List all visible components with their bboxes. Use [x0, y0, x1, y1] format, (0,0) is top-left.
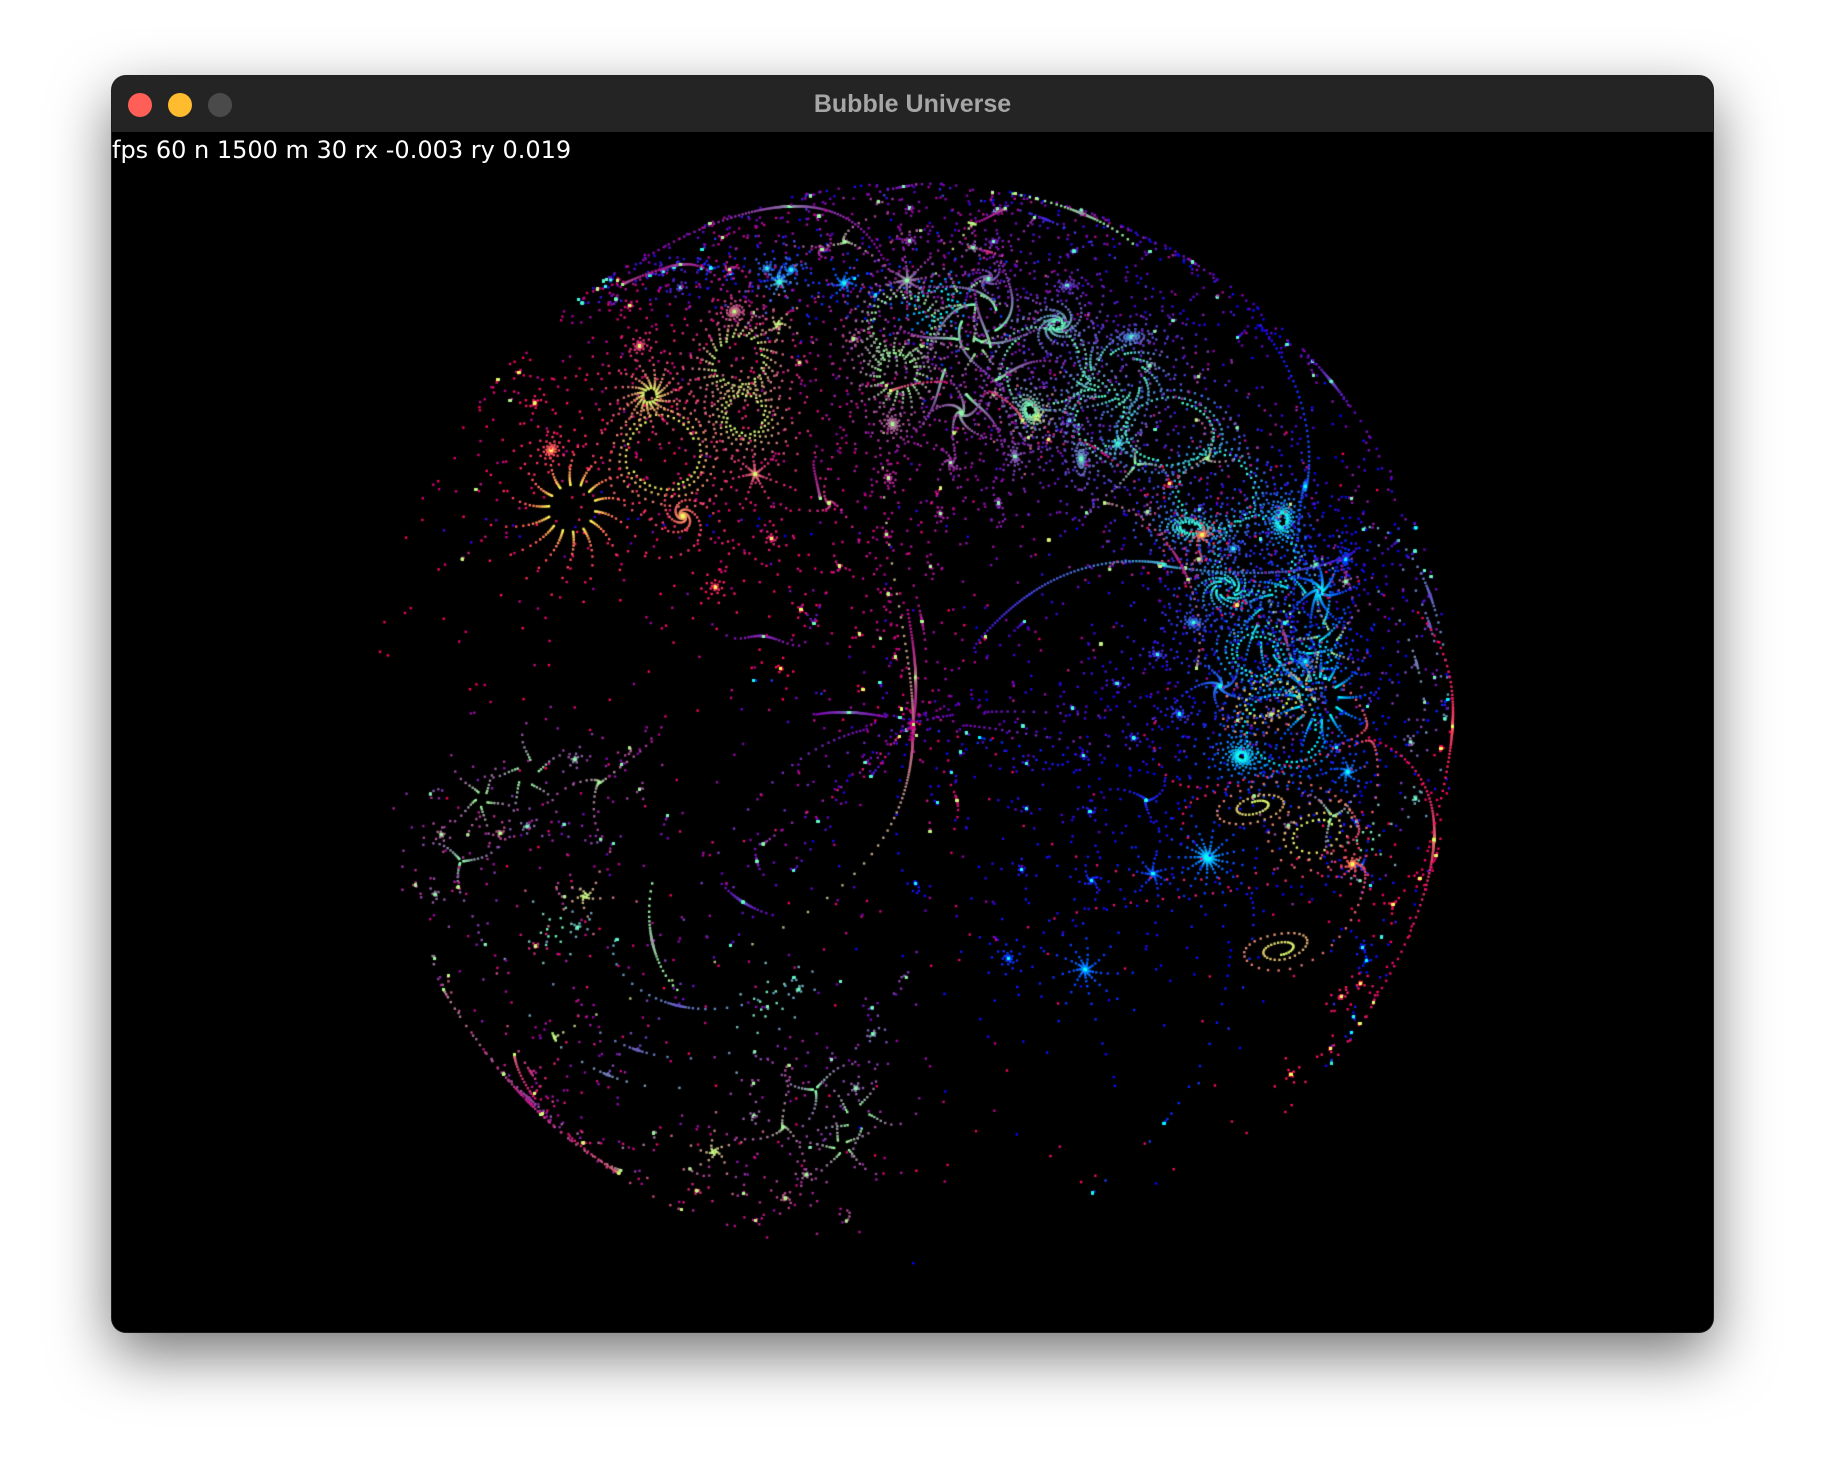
app-window: Bubble Universe fps 60 n 1500 m 30 rx -0… — [112, 76, 1713, 1332]
close-button[interactable] — [128, 93, 152, 117]
bubble-universe-canvas[interactable] — [112, 132, 1713, 1332]
window-title: Bubble Universe — [813, 90, 1012, 118]
minimize-button[interactable] — [168, 93, 192, 117]
zoom-button[interactable] — [208, 93, 232, 117]
title-bar[interactable]: Bubble Universe — [112, 76, 1713, 133]
stats-overlay: fps 60 n 1500 m 30 rx -0.003 ry 0.019 — [112, 136, 572, 164]
render-area[interactable]: fps 60 n 1500 m 30 rx -0.003 ry 0.019 — [112, 132, 1713, 1332]
